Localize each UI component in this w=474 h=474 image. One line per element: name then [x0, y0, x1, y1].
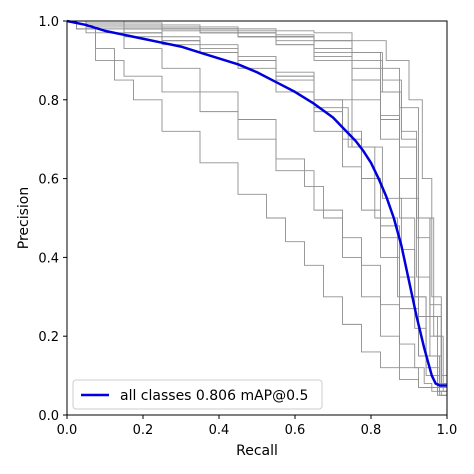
legend-box [72, 379, 323, 410]
x-tick-label: 1.0 [437, 423, 458, 438]
y-tick-label: 1.0 [38, 15, 59, 30]
y-tick-label: 0.6 [38, 173, 59, 188]
y-tick-label: 0.4 [38, 251, 59, 266]
x-tick-label: 0.0 [57, 423, 78, 438]
main-curve-group [66, 19, 447, 387]
x-tick-label: 0.2 [133, 423, 154, 438]
class-curve-line [67, 20, 447, 388]
y-axis-ticks: 0.0 0.2 0.4 0.6 0.8 1.0 [38, 15, 67, 424]
y-axis-label: Precision [16, 187, 32, 249]
class-curves [67, 20, 447, 396]
x-axis-ticks: 0.0 0.2 0.4 0.6 0.8 1.0 [57, 415, 458, 438]
legend-label-main: all classes 0.806 mAP@0.5 [120, 388, 308, 404]
class-curve-line [67, 20, 447, 396]
class-curve-line [67, 20, 447, 377]
legend: all classes 0.806 mAP@0.5 [72, 379, 323, 410]
x-tick-label: 0.8 [361, 423, 382, 438]
y-tick-label: 0.8 [38, 94, 59, 109]
class-curve-line [67, 20, 447, 392]
y-tick-label: 0.0 [38, 409, 59, 424]
all-classes-curve [66, 19, 447, 387]
class-curve-line [67, 20, 447, 384]
x-tick-label: 0.4 [209, 423, 230, 438]
x-tick-label: 0.6 [285, 423, 306, 438]
plot-frame [66, 20, 448, 416]
class-curve-line [67, 20, 447, 396]
class-curve-line [67, 20, 447, 392]
y-tick-label: 0.2 [38, 330, 59, 345]
x-axis-label: Recall [236, 443, 278, 459]
